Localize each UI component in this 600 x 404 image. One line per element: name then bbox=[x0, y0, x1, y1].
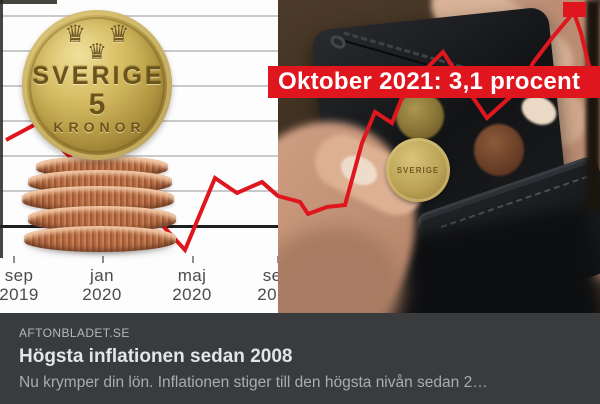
wallet-photo-illustration: SVERIGE bbox=[278, 0, 600, 313]
coin-unit-text: KRONOR bbox=[53, 119, 146, 135]
photo-edge bbox=[0, 0, 57, 4]
banner-text: Oktober 2021: 3,1 procent bbox=[278, 68, 581, 95]
x-axis-label: sep 2019 bbox=[0, 266, 39, 304]
crown-icon: ♛♛ bbox=[64, 21, 152, 48]
x-axis-tick bbox=[192, 256, 194, 263]
x-axis-label: maj 2020 bbox=[172, 266, 212, 304]
held-kronor-coin: SVERIGE bbox=[386, 138, 450, 202]
coin-value-text: 5 bbox=[88, 88, 106, 121]
article-source: AFTONBLADET.SE bbox=[19, 326, 130, 340]
copper-coin bbox=[24, 226, 176, 252]
photo-edge bbox=[0, 0, 3, 258]
photo-edge bbox=[586, 0, 600, 210]
chart-gridline bbox=[0, 15, 278, 17]
article-description: Nu krymper din lön. Inflationen stiger t… bbox=[19, 374, 488, 391]
copper-coin bbox=[474, 124, 524, 176]
x-axis-label: sep2020 bbox=[257, 266, 278, 304]
chart-gridline bbox=[0, 155, 278, 157]
coin-country-text: SVERIGE bbox=[32, 62, 165, 90]
x-axis-tick bbox=[277, 256, 278, 263]
crown-icon: ♛ bbox=[87, 39, 107, 64]
x-axis-tick bbox=[13, 256, 15, 263]
brass-coin bbox=[396, 92, 444, 140]
inflation-banner: Oktober 2021: 3,1 procent bbox=[268, 66, 600, 98]
x-axis-tick bbox=[102, 256, 104, 263]
article-title: Högsta inflationen sedan 2008 bbox=[19, 346, 293, 367]
five-kronor-coin: ♛♛ ♛ SVERIGE 5 KRONOR bbox=[22, 10, 172, 160]
link-card[interactable]: AFTONBLADET.SE Högsta inflationen sedan … bbox=[0, 313, 600, 404]
x-axis-label: jan 2020 bbox=[82, 266, 122, 304]
